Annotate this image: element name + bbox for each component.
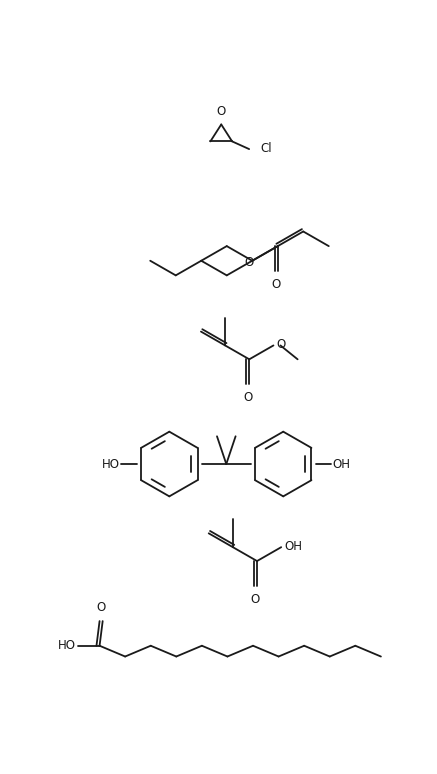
Text: HO: HO [58,639,76,652]
Text: Cl: Cl [260,142,272,155]
Text: O: O [97,601,106,615]
Text: OH: OH [284,540,302,553]
Text: O: O [245,255,254,269]
Text: O: O [251,593,260,605]
Text: O: O [243,391,252,404]
Text: O: O [271,278,281,291]
Text: OH: OH [333,457,351,471]
Text: O: O [217,104,226,118]
Text: HO: HO [102,457,120,471]
Text: O: O [277,338,286,351]
